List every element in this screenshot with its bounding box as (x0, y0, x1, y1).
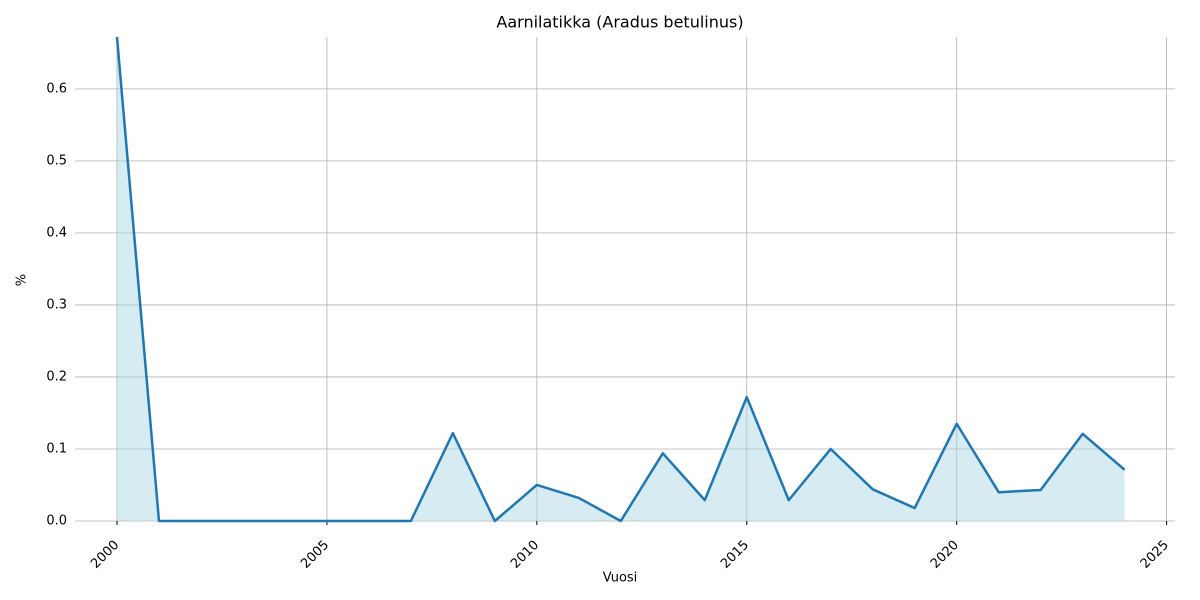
x-axis-label: Vuosi (603, 571, 638, 586)
y-axis-label: % (15, 274, 30, 286)
x-tick-label: 2000 (88, 538, 122, 572)
y-tick-label: 0.1 (46, 441, 67, 456)
y-tick-label: 0.2 (46, 369, 67, 384)
area (116, 37, 1125, 521)
x-tick-label: 2015 (718, 538, 752, 572)
y-tick-label: 0.3 (46, 297, 67, 312)
x-tick-label: 2025 (1138, 538, 1172, 572)
y-tick-label: 0.0 (46, 514, 67, 529)
y-tick-label: 0.4 (46, 225, 67, 240)
x-tick-label: 2010 (508, 538, 542, 572)
y-tick-label: 0.5 (46, 153, 67, 168)
line (115, 36, 1126, 523)
chart-title: Aarnilatikka (Aradus betulinus) (496, 13, 743, 32)
x-tick-label: 2020 (928, 538, 962, 572)
y-tick-label: 0.6 (46, 81, 67, 96)
x-tick-label: 2005 (298, 538, 332, 572)
